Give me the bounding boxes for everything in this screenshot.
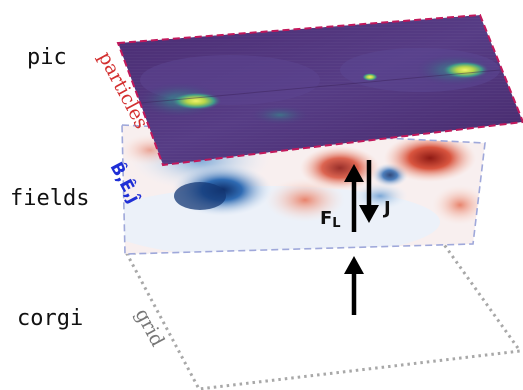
- lorentz-force-label: FL: [320, 208, 341, 231]
- particles-plane: [116, 13, 523, 167]
- arrow-up-icon: [344, 256, 364, 315]
- arrow-down-icon: [359, 160, 379, 223]
- pic-layer-label: pic: [27, 45, 67, 70]
- corgi-layer-label: corgi: [17, 306, 83, 331]
- particles-layer: [116, 13, 523, 167]
- fields-layer-label: fields: [10, 186, 89, 211]
- current-label: J: [382, 198, 391, 219]
- arrows-group: [344, 160, 379, 315]
- arrow-up-icon: [344, 164, 364, 232]
- grid-side-label: grid: [131, 305, 169, 350]
